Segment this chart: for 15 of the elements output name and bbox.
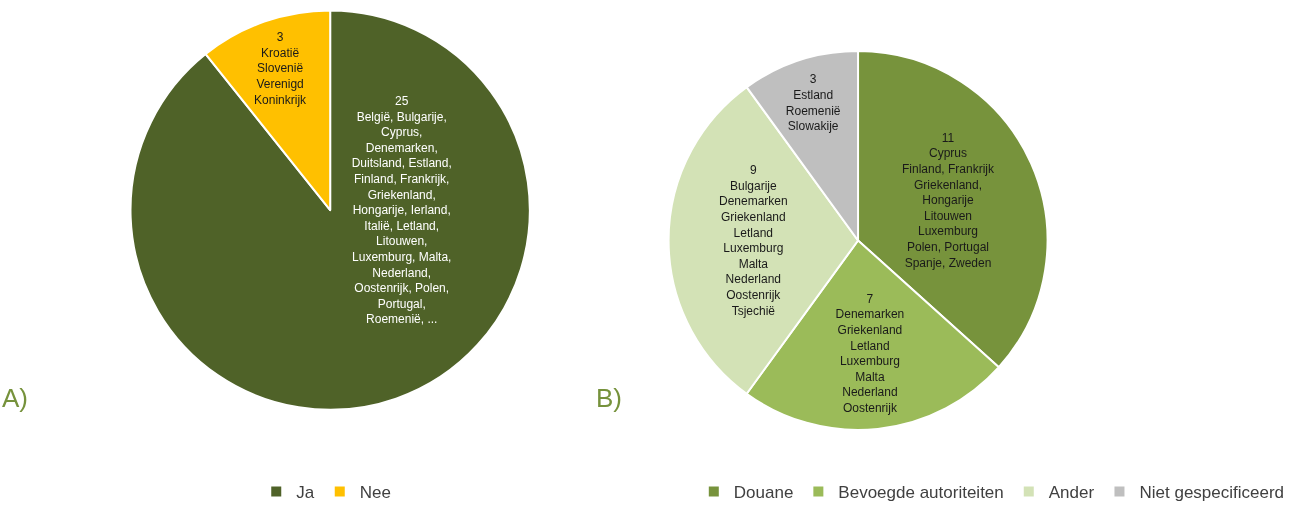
legend-label: Douane — [733, 483, 794, 503]
legend-label: Ander — [1048, 483, 1095, 503]
pie-slice — [129, 9, 531, 411]
legend-label: Ja — [296, 483, 315, 503]
text: 9 Bulgarije Denemarken Griekenland Letland Luxemburg Malta Nederland Oostenrijk Tsjechië — [718, 163, 788, 318]
text: B) — [596, 383, 622, 413]
text: A) — [2, 383, 28, 413]
legend-label: Niet gespecificeerd — [1139, 483, 1285, 503]
data-label: 7 Denemarken Griekenland Letland Luxemburg Malta Nederland Oostenrijk — [835, 291, 905, 415]
legend-label: Nee — [359, 483, 391, 503]
legend-label: Bevoegde autoriteiten — [838, 483, 1004, 503]
data-label: 3 Estland Roemenië Slowakije — [785, 72, 841, 134]
text: 25 België, Bulgarije, Cyprus, Denemarken, Duitsland, Estland, Finland, Frankrijk, Griekenland, Hongarije, Ierland, Italië, Letland, Litouwen, Luxemburg, Malta, Nederland, Oostenrijk, Polen, Portugal, Roemenië, ... — [351, 93, 452, 327]
text: 11 Cyprus Finland, Frankrijk Griekenland, Hongarije Litouwen Luxemburg Polen, Portugal Spanje, Zweden — [901, 130, 995, 270]
data-label: 3 Kroatië Slovenië Verenigd Koninkrijk — [254, 30, 308, 107]
